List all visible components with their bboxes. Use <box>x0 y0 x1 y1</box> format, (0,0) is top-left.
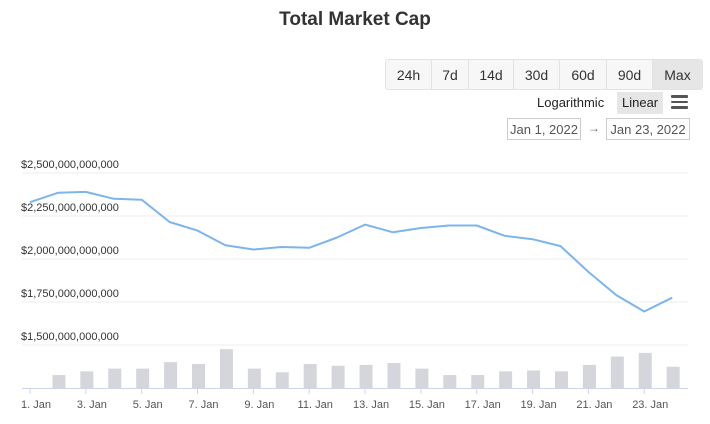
x-tick-label: 3. Jan <box>77 399 107 411</box>
volume-bars <box>52 349 680 388</box>
chart-title: Total Market Cap <box>279 9 431 30</box>
volume-bar <box>554 371 568 388</box>
date-from-input[interactable]: Jan 1, 2022 <box>507 118 581 140</box>
market-cap-line <box>29 190 673 313</box>
grid-lines <box>22 172 688 346</box>
volume-bar <box>387 363 401 388</box>
volume-bar <box>638 352 652 388</box>
x-axis <box>22 388 688 394</box>
volume-bar <box>527 370 541 388</box>
range-button-14d[interactable]: 14d <box>469 60 514 89</box>
volume-bar <box>80 371 94 388</box>
volume-bar <box>415 368 429 388</box>
scale-logarithmic-button[interactable]: Logarithmic <box>537 95 605 110</box>
hamburger-icon[interactable] <box>671 94 689 110</box>
y-tick-label: $1,750,000,000,000 <box>21 288 119 300</box>
x-tick-label: 23. Jan <box>632 399 668 411</box>
range-button-max[interactable]: Max <box>653 60 702 89</box>
volume-bar <box>108 368 122 388</box>
y-tick-label: $1,500,000,000,000 <box>21 331 119 343</box>
volume-bar <box>136 368 150 388</box>
volume-bar <box>610 356 624 388</box>
range-button-60d[interactable]: 60d <box>560 60 607 89</box>
volume-bar <box>499 371 513 388</box>
volume-bar <box>443 375 457 388</box>
x-tick-label: 21. Jan <box>576 399 612 411</box>
volume-bar <box>331 365 345 388</box>
x-tick-label: 13. Jan <box>353 399 389 411</box>
y-tick-label: $2,250,000,000,000 <box>21 202 119 214</box>
volume-bar <box>471 375 485 388</box>
volume-bar <box>275 372 289 388</box>
x-tick-label: 17. Jan <box>465 399 501 411</box>
x-tick-label: 11. Jan <box>298 399 333 411</box>
volume-bar <box>666 366 680 388</box>
range-button-30d[interactable]: 30d <box>514 60 560 89</box>
market-cap-series-line <box>29 190 673 313</box>
range-button-24h[interactable]: 24h <box>386 60 432 89</box>
range-button-90d[interactable]: 90d <box>607 60 653 89</box>
y-tick-label: $2,000,000,000,000 <box>21 245 119 257</box>
y-axis-labels: $1,500,000,000,000 $1,750,000,000,000 $2,0… <box>21 159 119 343</box>
arrow-right-icon: → <box>588 121 600 135</box>
range-button-7d[interactable]: 7d <box>432 60 469 89</box>
x-tick-label: 9. Jan <box>244 399 274 411</box>
x-tick-label: 7. Jan <box>189 399 219 411</box>
volume-bar <box>582 364 596 388</box>
x-tick-label: 1. Jan <box>21 399 51 411</box>
date-to-input[interactable]: Jan 23, 2022 <box>606 118 690 140</box>
volume-bar <box>359 364 373 388</box>
x-tick-label: 5. Jan <box>133 399 163 411</box>
volume-bar <box>164 362 178 388</box>
range-selector: 24h 7d 14d 30d 60d 90d Max <box>385 59 703 90</box>
y-tick-label: $2,500,000,000,000 <box>21 159 119 171</box>
volume-bar <box>192 363 206 388</box>
scale-linear-button[interactable]: Linear <box>617 92 664 114</box>
x-tick-label: 15. Jan <box>409 399 445 411</box>
x-tick-label: 19. Jan <box>521 399 557 411</box>
volume-bar <box>303 363 317 388</box>
volume-bar <box>219 349 233 388</box>
volume-bar <box>247 368 261 388</box>
volume-bar <box>52 375 66 388</box>
x-axis-labels: 1. Jan 3. Jan 5. Jan 7. Jan 9. Jan 11. Jan 13.… <box>21 399 668 411</box>
